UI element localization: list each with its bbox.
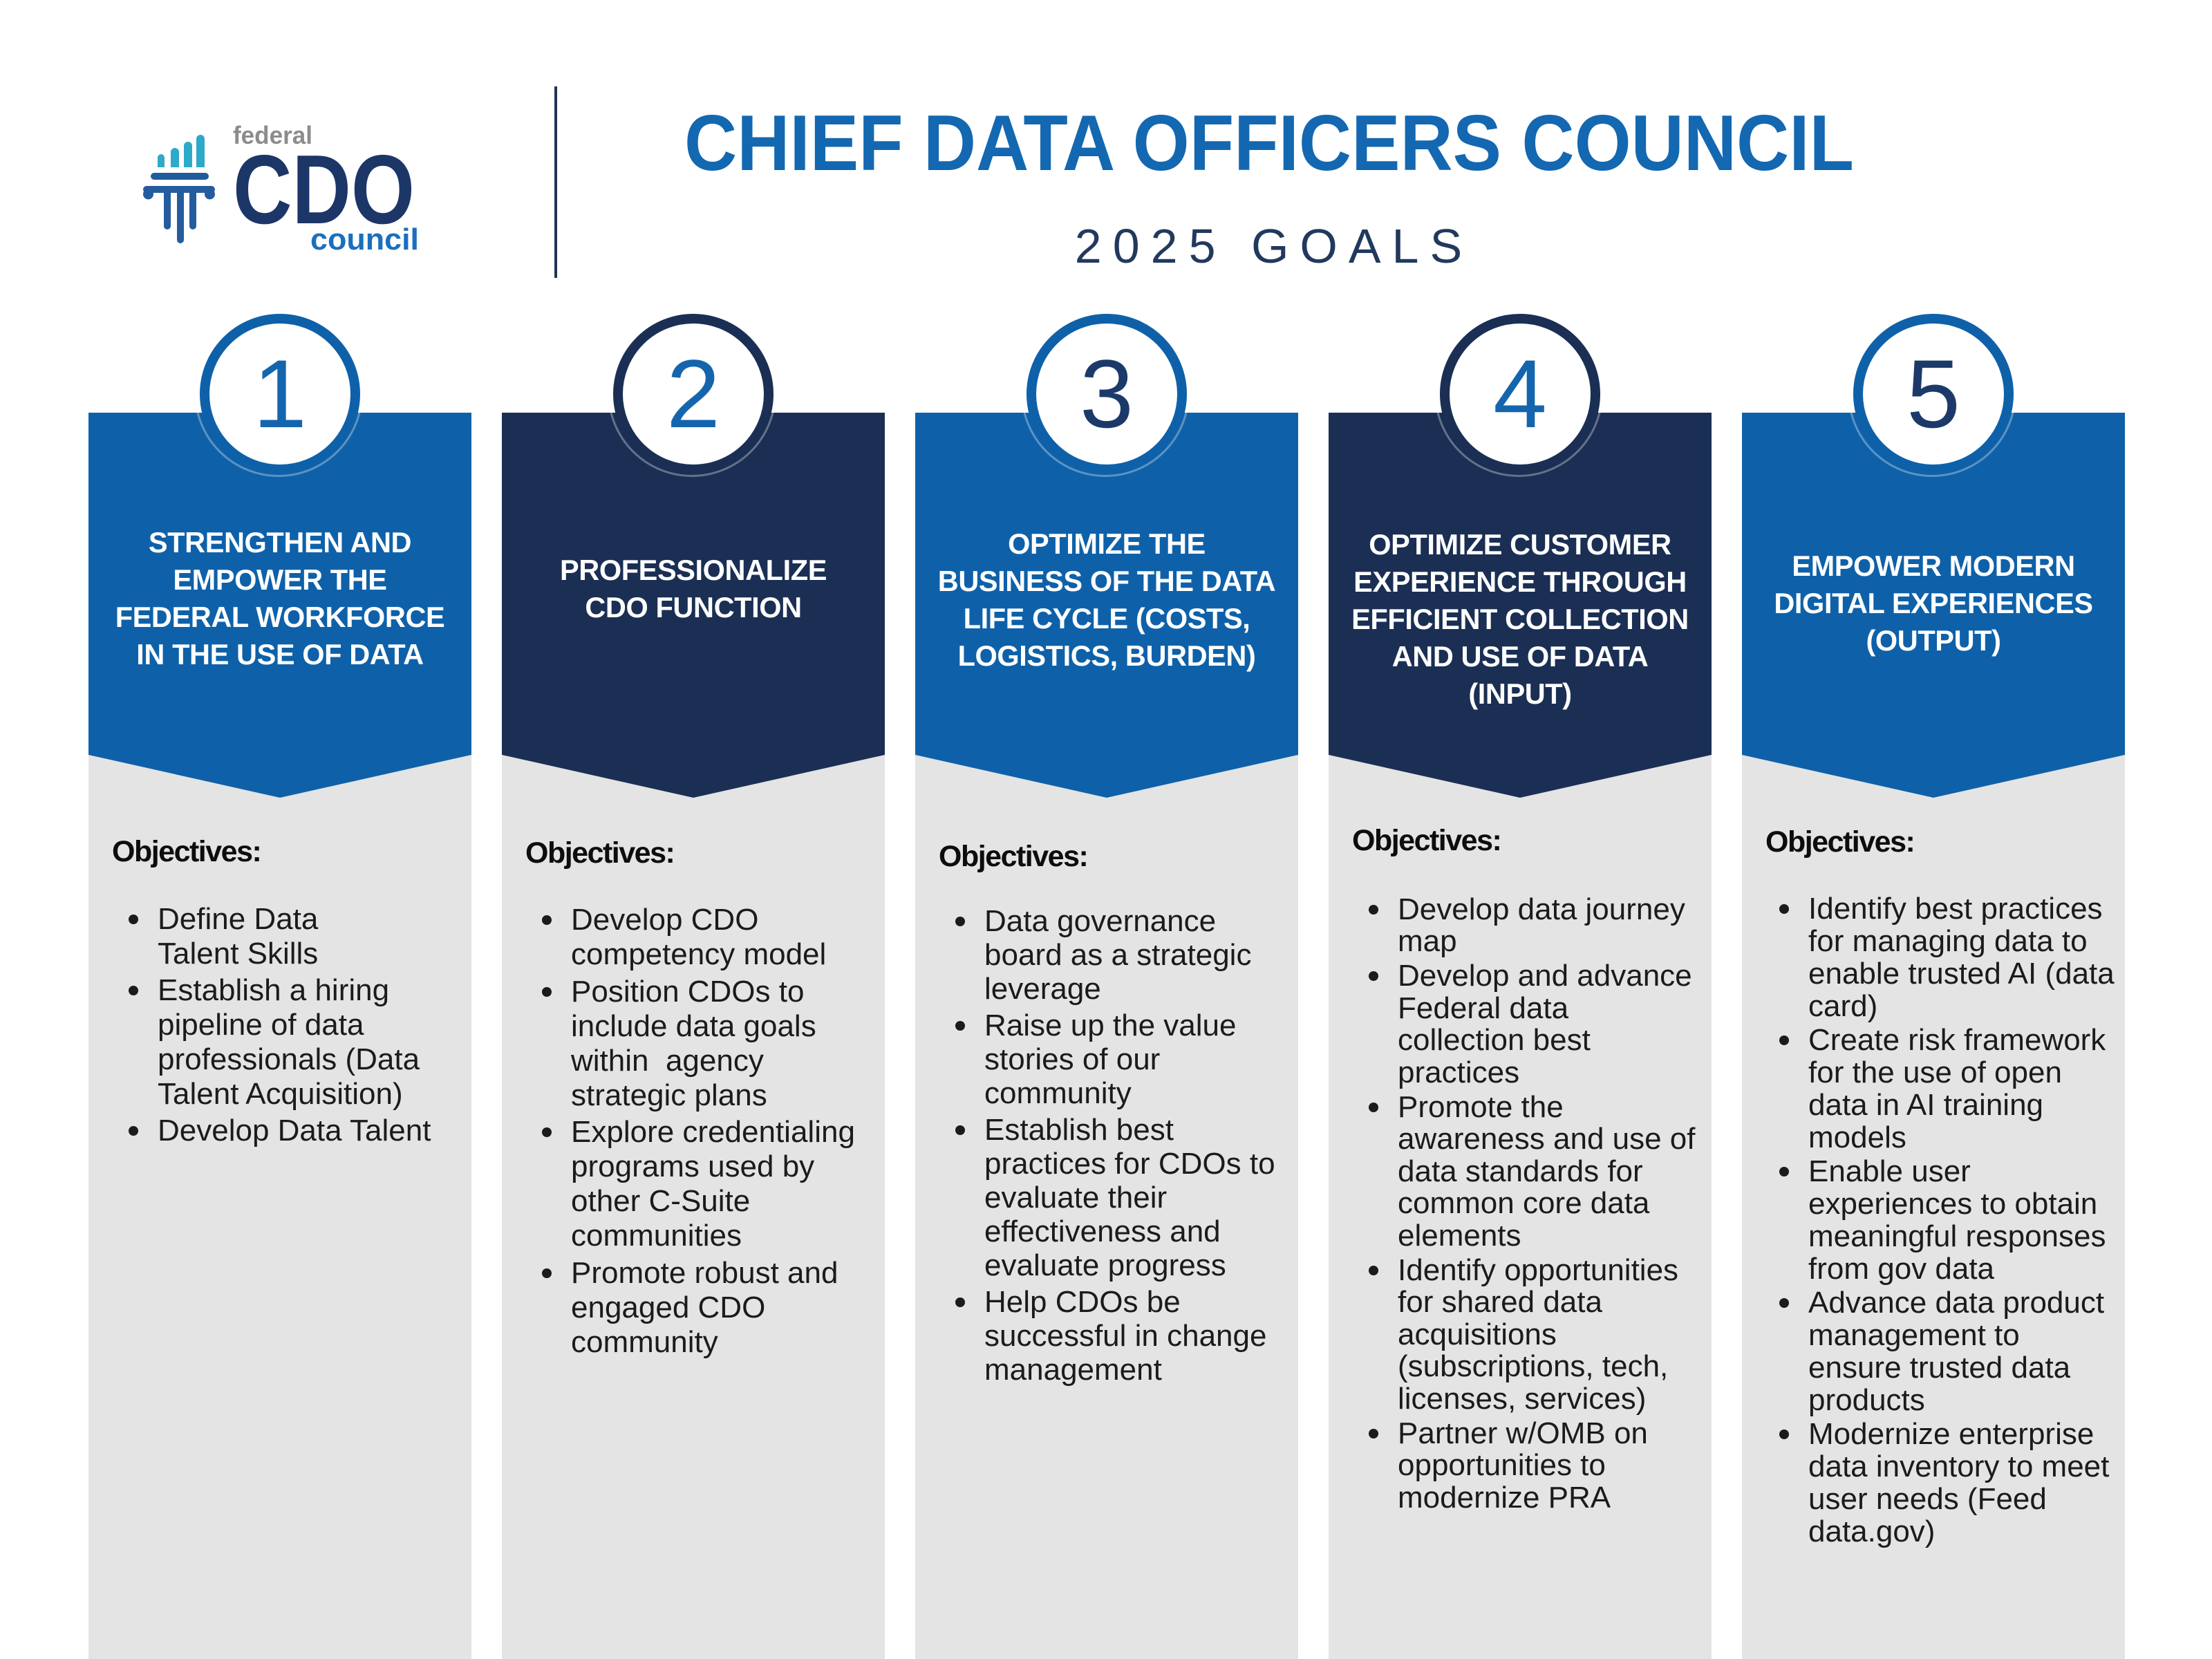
svg-text:CHIEF DATA OFFICERS COUNCIL: CHIEF DATA OFFICERS COUNCIL [684,100,1854,187]
svg-text:federal: federal [233,121,312,149]
svg-text:council: council [310,223,419,256]
svg-text:2025 GOALS: 2025 GOALS [1075,219,1473,273]
svg-text:CDO: CDO [233,135,415,245]
